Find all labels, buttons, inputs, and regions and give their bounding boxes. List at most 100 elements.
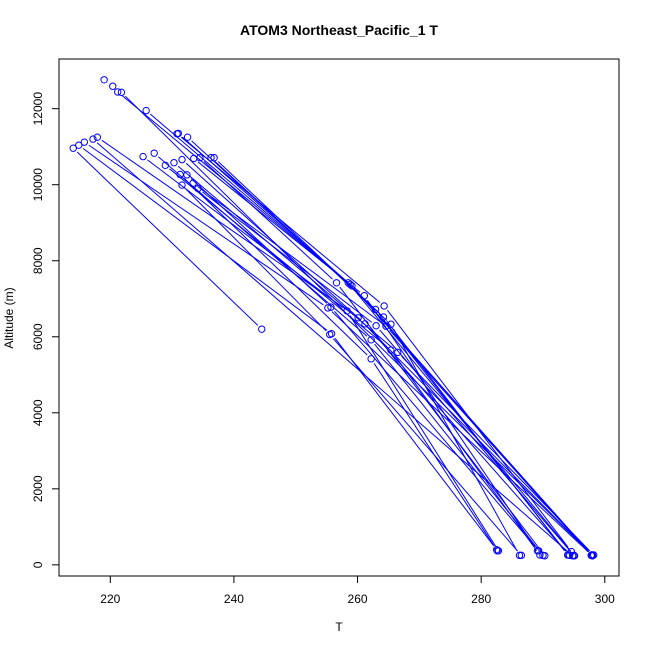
y-axis-label: Altitude (m) xyxy=(2,287,16,348)
data-point xyxy=(565,551,574,560)
x-tick-label: 280 xyxy=(471,592,491,606)
y-tick-label: 8000 xyxy=(31,247,45,274)
x-tick-label: 300 xyxy=(595,592,615,606)
series-segment xyxy=(177,165,394,350)
data-point xyxy=(114,88,122,96)
series-segment xyxy=(389,329,588,552)
series-25 xyxy=(93,133,596,559)
series-9 xyxy=(207,154,524,560)
data-point xyxy=(492,545,501,554)
y-axis: 0 2000 4000 6000 8000 10000 12000 xyxy=(31,92,60,568)
series-segment xyxy=(82,148,328,331)
data-point xyxy=(170,158,178,167)
series-segment xyxy=(147,159,343,309)
data-point xyxy=(109,82,117,90)
data-point xyxy=(258,325,266,333)
series-segment xyxy=(331,311,589,553)
data-point xyxy=(75,141,83,149)
series-segment xyxy=(185,188,327,331)
data-point xyxy=(161,161,170,170)
data-point xyxy=(354,314,362,322)
data-point xyxy=(394,348,402,357)
y-tick-label: 4000 xyxy=(31,399,45,426)
y-tick-label: 6000 xyxy=(31,323,45,350)
data-point xyxy=(324,304,332,312)
x-axis: 220 240 260 280 300 xyxy=(100,575,615,606)
data-point xyxy=(178,155,186,164)
data-point xyxy=(367,355,375,363)
data-point xyxy=(150,149,158,157)
data-point xyxy=(93,133,102,141)
data-point xyxy=(379,313,388,321)
series-segment xyxy=(183,177,368,356)
data-point xyxy=(173,130,181,138)
series-segment xyxy=(197,186,382,324)
x-tick-label: 240 xyxy=(224,592,244,606)
data-point xyxy=(344,279,352,287)
series-segment xyxy=(88,144,324,306)
series-layer xyxy=(69,76,598,560)
data-point xyxy=(178,181,186,189)
series-segment xyxy=(101,139,354,316)
y-tick-label: 10000 xyxy=(31,168,45,202)
series-segment xyxy=(368,327,567,552)
series-segment xyxy=(379,329,571,552)
data-point xyxy=(536,551,544,559)
series-segment xyxy=(76,151,259,326)
series-segment xyxy=(349,315,496,547)
series-segment xyxy=(393,328,518,551)
data-point xyxy=(517,551,526,560)
y-tick-label: 12000 xyxy=(31,92,45,126)
data-point xyxy=(327,330,336,338)
data-point xyxy=(361,320,369,328)
data-point xyxy=(139,152,147,161)
data-point xyxy=(588,551,596,559)
data-point xyxy=(568,552,577,560)
data-point xyxy=(367,336,375,344)
series-23 xyxy=(80,138,597,560)
series-segment xyxy=(393,354,538,551)
y-tick-label: 0 xyxy=(31,561,45,568)
data-point xyxy=(117,88,126,97)
x-axis-label: T xyxy=(335,620,343,634)
series-14 xyxy=(178,155,574,560)
series-segment xyxy=(214,161,388,321)
series-segment xyxy=(217,161,380,314)
y-tick-label: 2000 xyxy=(31,475,45,502)
series-24 xyxy=(89,135,577,560)
series-segment xyxy=(96,142,569,553)
data-point xyxy=(387,320,395,328)
data-point xyxy=(142,106,150,115)
series-segment xyxy=(334,310,536,547)
series-20 xyxy=(194,184,578,560)
data-point xyxy=(207,154,215,162)
series-21 xyxy=(69,144,266,333)
data-point xyxy=(534,547,543,555)
data-point xyxy=(89,135,97,143)
series-segment xyxy=(203,161,333,280)
series-segment xyxy=(190,178,328,304)
series-17 xyxy=(183,171,543,555)
series-segment xyxy=(169,168,387,347)
series-segment xyxy=(185,162,362,321)
data-point xyxy=(210,154,218,162)
data-point xyxy=(332,279,341,287)
data-point xyxy=(196,154,204,162)
data-point xyxy=(69,144,77,152)
data-point xyxy=(327,303,335,311)
x-tick-label: 220 xyxy=(100,592,120,606)
data-point xyxy=(588,552,597,560)
data-point xyxy=(189,179,197,187)
series-segment xyxy=(124,95,589,552)
data-point xyxy=(183,171,191,179)
data-point xyxy=(372,322,380,330)
data-point xyxy=(539,551,547,560)
data-point xyxy=(380,302,388,310)
chart-title: ATOM3 Northeast_Pacific_1 T xyxy=(240,22,438,38)
series-segment xyxy=(202,191,373,323)
data-point xyxy=(346,280,354,289)
data-point xyxy=(382,322,390,330)
series-segment xyxy=(121,95,347,282)
